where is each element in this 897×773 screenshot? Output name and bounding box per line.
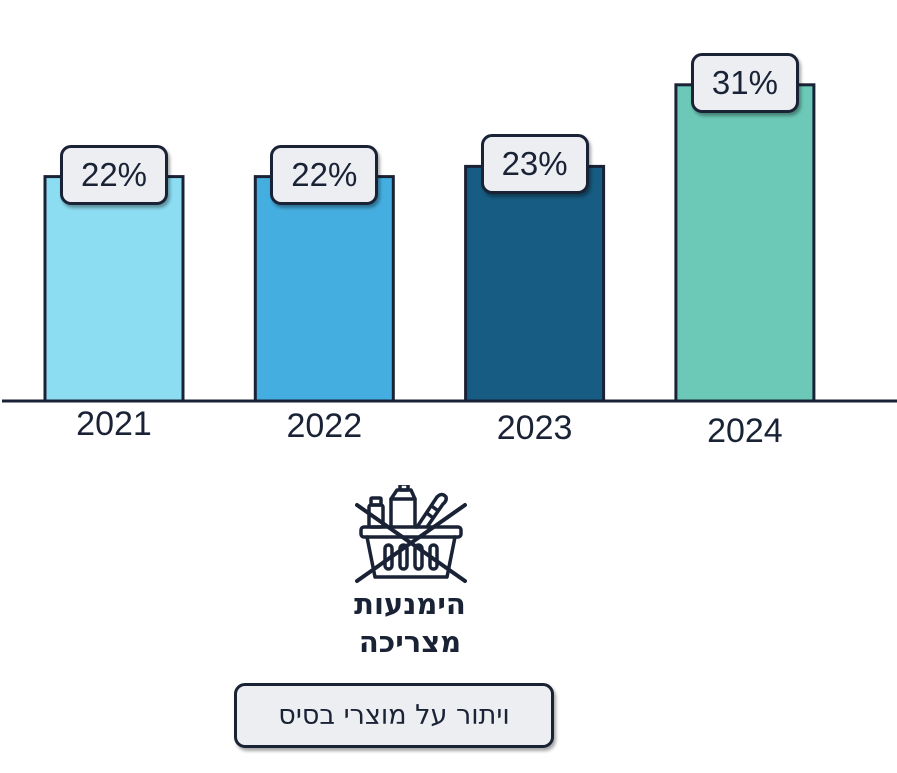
value-label-2021: 22% xyxy=(60,144,168,205)
x-tick-label-2024: 2024 xyxy=(707,412,783,450)
bars-layer xyxy=(43,83,816,403)
bar-2022 xyxy=(253,175,395,403)
bar-2021 xyxy=(43,175,185,403)
value-label-2022: 22% xyxy=(270,144,379,205)
x-tick-label-2022: 2022 xyxy=(286,407,363,445)
crossed-out-shopping-basket-icon xyxy=(355,482,467,585)
value-label-2024: 31% xyxy=(690,52,799,113)
bar-2024 xyxy=(674,83,816,403)
x-tick-label-2021: 2021 xyxy=(76,405,152,443)
category-title-line-1: הימנעות xyxy=(354,587,466,621)
x-tick-label-2023: 2023 xyxy=(496,409,573,447)
category-title-line-2: מצריכה xyxy=(358,625,462,659)
value-label-2023: 23% xyxy=(480,134,589,195)
subcategory-label: ויתור על מוצרי בסיס xyxy=(234,683,554,748)
bar-2023 xyxy=(464,164,606,403)
category-title: הימנעות מצריכה xyxy=(300,585,520,661)
